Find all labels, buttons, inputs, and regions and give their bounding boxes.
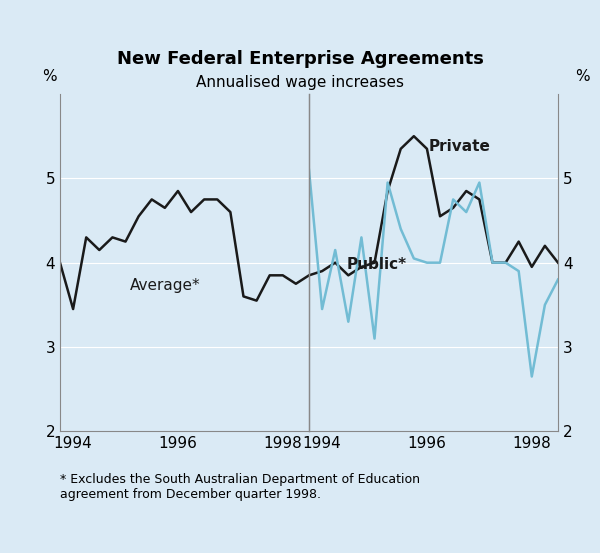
Text: Public*: Public* xyxy=(346,258,406,273)
Text: Annualised wage increases: Annualised wage increases xyxy=(196,75,404,90)
Text: Average*: Average* xyxy=(130,278,200,293)
Text: %: % xyxy=(575,69,590,84)
Text: %: % xyxy=(43,69,57,84)
Text: * Excludes the South Australian Department of Education
agreement from December : * Excludes the South Australian Departme… xyxy=(60,473,420,501)
Text: Private: Private xyxy=(428,139,490,154)
Text: New Federal Enterprise Agreements: New Federal Enterprise Agreements xyxy=(116,50,484,68)
